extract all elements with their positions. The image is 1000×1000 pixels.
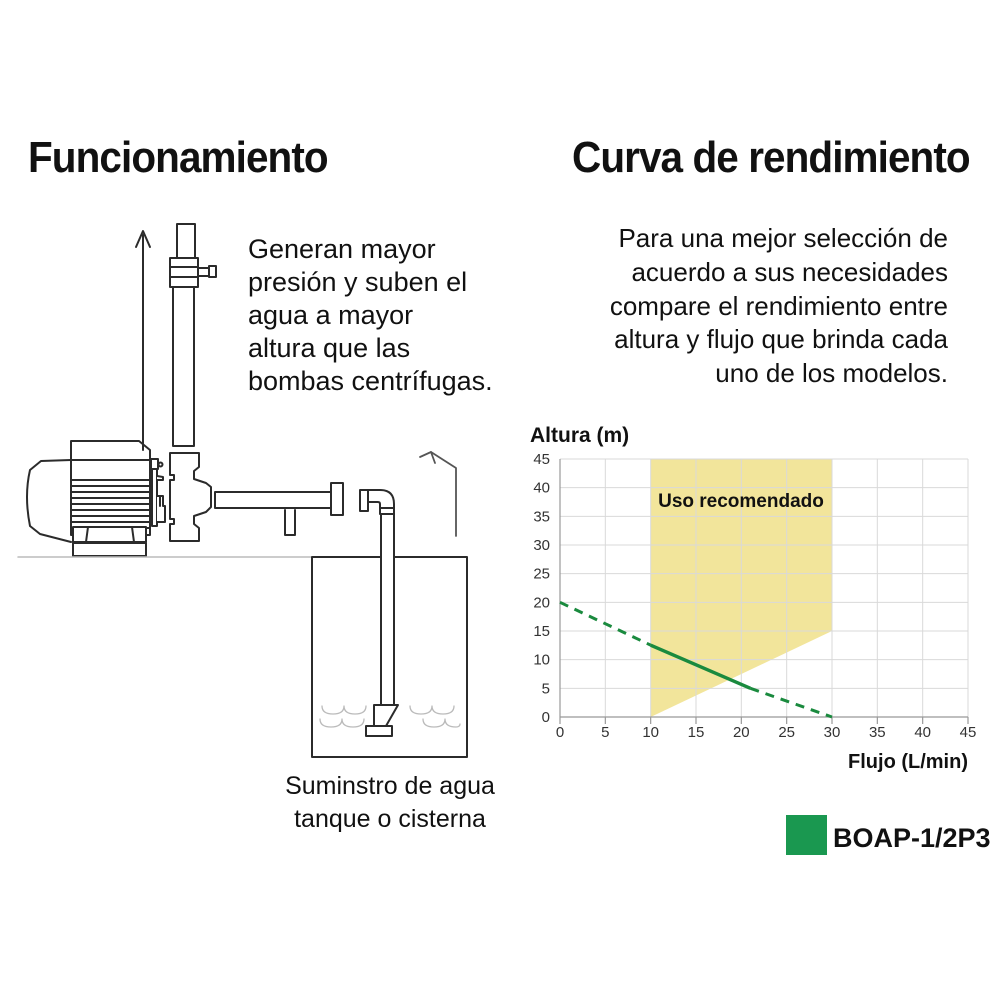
svg-text:Flujo (L/min): Flujo (L/min)	[848, 751, 968, 773]
svg-text:45: 45	[960, 724, 977, 741]
svg-text:Uso recomendado: Uso recomendado	[658, 491, 824, 512]
svg-text:40: 40	[914, 724, 931, 741]
svg-text:20: 20	[533, 594, 550, 611]
svg-text:45: 45	[533, 451, 550, 468]
svg-text:40: 40	[533, 480, 550, 497]
svg-text:30: 30	[824, 724, 841, 741]
svg-text:25: 25	[533, 566, 550, 583]
svg-text:10: 10	[642, 724, 659, 741]
svg-text:10: 10	[533, 652, 550, 669]
svg-text:15: 15	[533, 623, 550, 640]
svg-text:15: 15	[688, 724, 705, 741]
svg-text:0: 0	[556, 724, 564, 741]
svg-text:0: 0	[542, 709, 550, 726]
svg-text:5: 5	[542, 680, 550, 697]
svg-text:25: 25	[778, 724, 795, 741]
svg-text:20: 20	[733, 724, 750, 741]
svg-text:35: 35	[869, 724, 886, 741]
svg-text:30: 30	[533, 537, 550, 554]
svg-text:5: 5	[601, 724, 609, 741]
svg-text:35: 35	[533, 508, 550, 525]
